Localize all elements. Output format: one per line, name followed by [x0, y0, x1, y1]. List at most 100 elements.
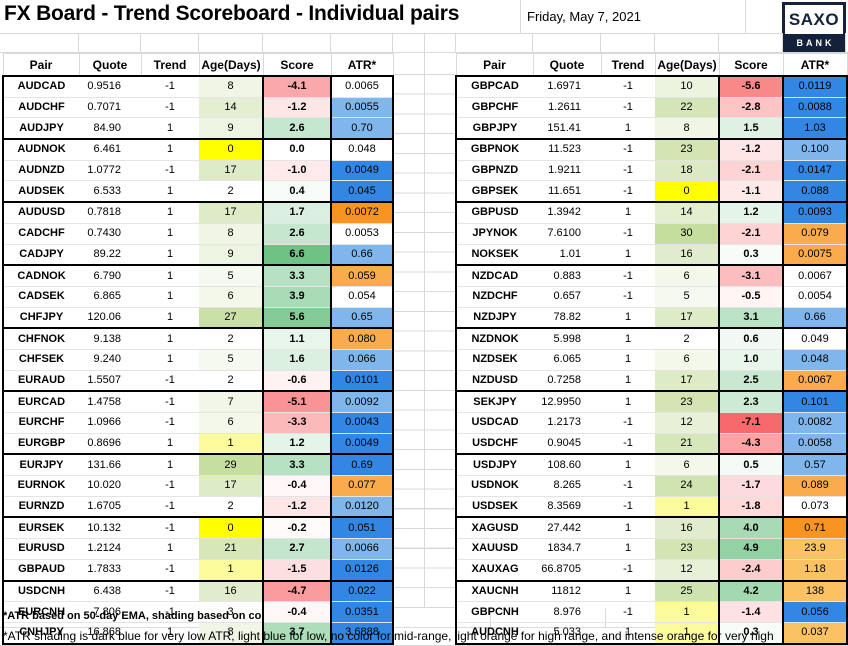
age-cell[interactable]: 8: [655, 117, 719, 141]
atr-cell[interactable]: 0.0101: [331, 370, 394, 393]
pair-cell[interactable]: XAUXAG: [455, 559, 533, 582]
age-cell[interactable]: 0: [199, 139, 263, 161]
trend-cell[interactable]: 1: [601, 580, 655, 603]
atr-cell[interactable]: 0.054: [331, 286, 394, 308]
quote-cell[interactable]: 78.82: [533, 307, 601, 330]
pair-cell[interactable]: AUDCHF: [2, 97, 79, 119]
score-cell[interactable]: -3.1: [718, 265, 784, 287]
pair-cell[interactable]: EURNOK: [2, 475, 79, 497]
trend-cell[interactable]: 1: [141, 244, 199, 267]
pair-cell[interactable]: EURCAD: [2, 391, 79, 414]
score-cell[interactable]: -1.4: [718, 601, 784, 623]
score-cell[interactable]: -5.1: [262, 391, 332, 414]
trend-cell[interactable]: 1: [141, 433, 199, 456]
atr-cell[interactable]: 0.0053: [331, 223, 394, 245]
atr-cell[interactable]: 0.0120: [331, 496, 394, 519]
quote-cell[interactable]: 66.8705: [533, 559, 601, 582]
quote-cell[interactable]: 9.240: [79, 349, 141, 371]
trend-cell[interactable]: -1: [141, 517, 199, 540]
trend-cell[interactable]: 1: [601, 622, 655, 645]
trend-cell[interactable]: 1: [141, 328, 199, 350]
age-cell[interactable]: 27: [199, 307, 263, 330]
score-cell[interactable]: 0.3: [718, 244, 784, 267]
quote-cell[interactable]: 6.790: [79, 265, 141, 287]
age-cell[interactable]: 16: [655, 517, 719, 540]
atr-cell[interactable]: 0.0054: [783, 286, 848, 308]
trend-cell[interactable]: 1: [601, 370, 655, 393]
trend-cell[interactable]: -1: [601, 496, 655, 519]
atr-cell[interactable]: 0.0067: [783, 370, 848, 393]
trend-cell[interactable]: 1: [141, 286, 199, 308]
score-cell[interactable]: 2.7: [262, 538, 332, 560]
atr-cell[interactable]: 0.0147: [783, 160, 848, 182]
quote-cell[interactable]: 16.868: [79, 622, 141, 645]
pair-cell[interactable]: EURSEK: [2, 517, 79, 540]
trend-cell[interactable]: -1: [601, 433, 655, 456]
quote-cell[interactable]: 108.60: [533, 454, 601, 477]
pair-cell[interactable]: NZDSEK: [455, 349, 533, 371]
score-cell[interactable]: -2.1: [718, 160, 784, 182]
atr-cell[interactable]: 0.0088: [783, 97, 848, 119]
quote-cell[interactable]: 11.523: [533, 139, 601, 161]
trend-cell[interactable]: -1: [141, 580, 199, 603]
score-cell[interactable]: 4.9: [718, 538, 784, 560]
quote-cell[interactable]: 1.2611: [533, 97, 601, 119]
quote-cell[interactable]: 1834.7: [533, 538, 601, 560]
atr-cell[interactable]: 0.0092: [331, 391, 394, 414]
age-cell[interactable]: 5: [199, 265, 263, 287]
trend-cell[interactable]: -1: [601, 76, 655, 98]
score-cell[interactable]: 2.6: [262, 223, 332, 245]
atr-cell[interactable]: 0.0082: [783, 412, 848, 434]
age-cell[interactable]: 1: [199, 433, 263, 456]
quote-cell[interactable]: 1.6971: [533, 76, 601, 98]
atr-cell[interactable]: 0.100: [783, 139, 848, 161]
quote-cell[interactable]: 0.883: [533, 265, 601, 287]
score-cell[interactable]: -0.6: [262, 370, 332, 393]
quote-cell[interactable]: 1.7833: [79, 559, 141, 582]
quote-cell[interactable]: 0.9516: [79, 76, 141, 98]
pair-cell[interactable]: XAUCNH: [455, 580, 533, 603]
score-cell[interactable]: 1.2: [262, 433, 332, 456]
quote-cell[interactable]: 1.3942: [533, 202, 601, 224]
atr-cell[interactable]: 0.037: [783, 622, 848, 645]
quote-cell[interactable]: 7.806: [79, 601, 141, 623]
quote-cell[interactable]: 0.7430: [79, 223, 141, 245]
score-cell[interactable]: -1.8: [718, 496, 784, 519]
score-cell[interactable]: 2.3: [718, 391, 784, 414]
quote-cell[interactable]: 8.3569: [533, 496, 601, 519]
age-cell[interactable]: 2: [199, 370, 263, 393]
age-cell[interactable]: 24: [655, 475, 719, 497]
age-cell[interactable]: 8: [199, 76, 263, 98]
score-cell[interactable]: -5.6: [718, 76, 784, 98]
atr-cell[interactable]: 0.70: [331, 117, 394, 141]
quote-cell[interactable]: 0.8696: [79, 433, 141, 456]
age-cell[interactable]: 2: [655, 328, 719, 350]
atr-cell[interactable]: 1.18: [783, 559, 848, 582]
trend-cell[interactable]: -1: [601, 412, 655, 434]
quote-cell[interactable]: 120.06: [79, 307, 141, 330]
quote-cell[interactable]: 1.6705: [79, 496, 141, 519]
quote-cell[interactable]: 0.9045: [533, 433, 601, 456]
age-cell[interactable]: 14: [199, 97, 263, 119]
quote-cell[interactable]: 0.7071: [79, 97, 141, 119]
atr-cell[interactable]: 0.0072: [331, 202, 394, 224]
age-cell[interactable]: 12: [655, 412, 719, 434]
column-header-trend[interactable]: Trend: [600, 53, 656, 77]
score-cell[interactable]: -4.1: [262, 76, 332, 98]
quote-cell[interactable]: 1.4758: [79, 391, 141, 414]
atr-cell[interactable]: 0.048: [331, 139, 394, 161]
atr-cell[interactable]: 0.0049: [331, 433, 394, 456]
pair-cell[interactable]: CADNOK: [2, 265, 79, 287]
score-cell[interactable]: 6.6: [262, 244, 332, 267]
atr-cell[interactable]: 1.03: [783, 117, 848, 141]
atr-cell[interactable]: 0.080: [331, 328, 394, 350]
score-cell[interactable]: 1.0: [718, 349, 784, 371]
quote-cell[interactable]: 27.442: [533, 517, 601, 540]
atr-cell[interactable]: 0.073: [783, 496, 848, 519]
pair-cell[interactable]: CADJPY: [2, 244, 79, 267]
trend-cell[interactable]: -1: [601, 223, 655, 245]
score-cell[interactable]: 0.0: [262, 139, 332, 161]
score-cell[interactable]: 4.0: [718, 517, 784, 540]
atr-cell[interactable]: 0.059: [331, 265, 394, 287]
age-cell[interactable]: 9: [199, 117, 263, 141]
